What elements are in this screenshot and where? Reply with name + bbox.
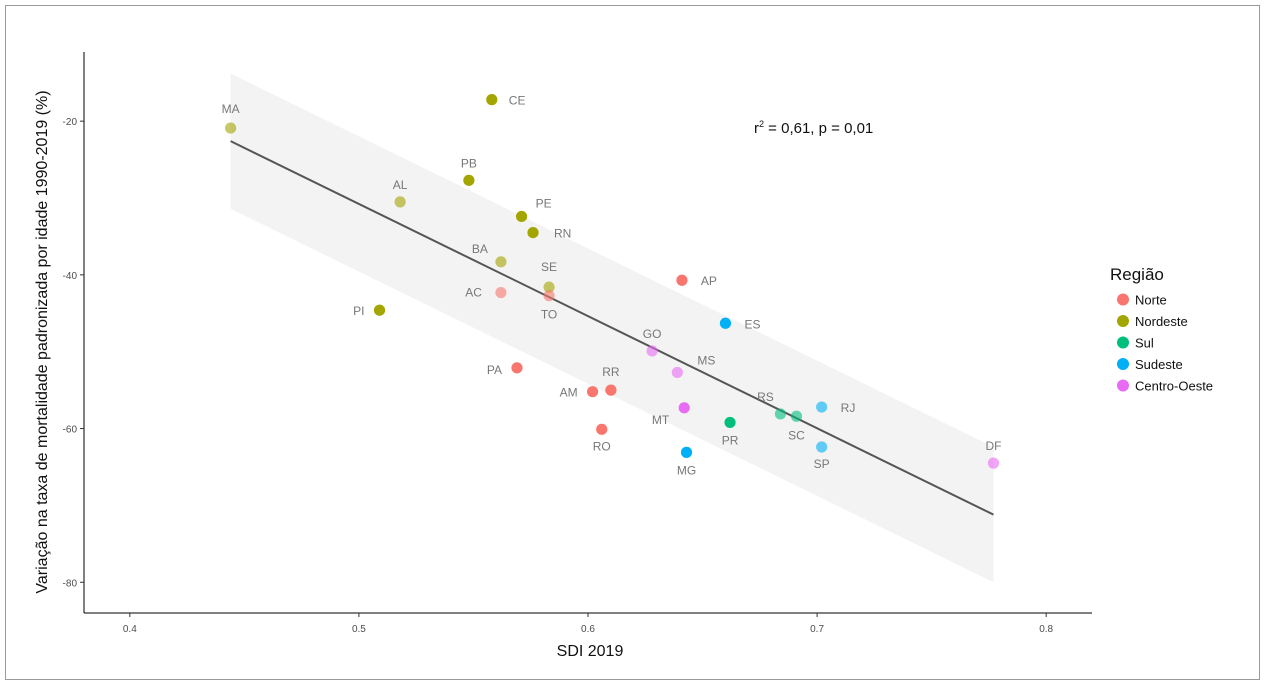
data-point-pb [463,174,475,186]
x-tick-label: 0.5 [352,624,366,635]
data-point-sc [790,410,803,422]
data-point-ma [225,122,237,134]
data-point-mg [680,446,693,458]
point-label-pi: PI [353,304,364,318]
data-point-al [394,196,406,208]
data-point-pe [515,210,528,223]
x-tick-label: 0.4 [123,624,137,635]
figure-frame [5,5,1260,680]
legend-label-nordeste: Nordeste [1135,314,1188,329]
annotation-superscript: 2 [759,119,764,129]
point-label-sp: SP [814,457,830,471]
data-point-pr [724,416,736,429]
point-label-se: SE [541,260,557,274]
point-label-mg: MG [677,463,696,477]
y-tick-label: -40 [63,271,78,282]
data-points-layer [225,94,1000,469]
point-label-rs: RS [757,390,774,404]
x-tick-label: 0.6 [581,624,595,635]
data-point-rj [816,401,828,413]
point-label-go: GO [643,327,662,341]
legend-label-centro-oeste: Centro-Oeste [1135,379,1213,394]
point-label-es: ES [744,317,760,331]
legend-label-sudeste: Sudeste [1135,357,1183,372]
point-label-sc: SC [788,428,805,442]
data-point-to [543,290,555,302]
data-point-df [987,457,1000,469]
legend-key-centro-oeste [1117,379,1129,392]
point-label-ma: MA [222,102,240,116]
data-point-ce [486,94,498,106]
y-tick-label: -60 [63,425,78,436]
data-point-rs [774,408,787,420]
point-label-rr: RR [602,365,620,379]
legend-key-norte [1117,293,1129,306]
point-label-pb: PB [461,156,477,170]
data-point-rr [605,384,617,396]
point-label-ce: CE [509,94,526,108]
legend: Região Norte Nordeste Sul Sudeste Centro-Oes… [1110,265,1213,394]
annotation-suffix: = 0,61, p = 0,01 [764,120,873,137]
data-point-sp [816,441,828,453]
data-point-se [543,281,555,293]
data-point-go [646,345,658,357]
legend-key-nordeste [1117,315,1129,327]
point-label-pa: PA [487,363,502,377]
point-label-ac: AC [465,286,482,300]
legend-key-sudeste [1117,358,1129,370]
point-label-am: AM [560,386,578,400]
data-point-es [719,317,732,329]
data-point-pi [373,304,386,316]
point-label-to: TO [541,308,557,322]
point-labels-layer: MA CE PB AL PE RN BA SE PI AC TO AP PA RR AM RO ES MG RJ SP… [222,94,1002,478]
data-point-ap [676,274,688,286]
data-point-pa [511,362,523,374]
data-point-ac [495,286,507,299]
regression-annotation: r2 = 0,61, p = 0,01 [754,119,873,137]
y-tick-label: -80 [63,578,78,589]
point-label-al: AL [393,178,408,192]
regression-line [230,140,994,516]
point-label-rj: RJ [841,401,856,415]
data-point-rn [527,226,539,239]
x-tick-label: 0.7 [810,624,824,635]
data-point-mt [678,402,690,414]
x-tick-label: 0.8 [1039,624,1053,635]
point-label-df: DF [985,439,1001,453]
data-point-ba [495,256,507,268]
legend-key-sul [1117,336,1129,349]
point-label-ba: BA [472,242,488,256]
legend-label-sul: Sul [1135,336,1154,351]
data-point-ms [671,366,683,379]
point-label-ro: RO [593,439,611,453]
point-label-rn: RN [554,227,571,241]
y-tick-label: -20 [63,117,78,128]
legend-title: Região [1110,265,1164,284]
point-label-ap: AP [701,274,717,288]
point-label-ms: MS [697,353,715,367]
point-label-pe: PE [536,196,552,210]
regression-line-layer [230,140,994,516]
legend-label-norte: Norte [1135,293,1167,308]
x-axis-title: SDI 2019 [557,643,624,660]
point-label-pr: PR [722,433,739,447]
y-axis-title: Variação na taxa de mortalidade padroniz… [34,90,51,593]
axes-layer: 0.4 0.5 0.6 0.7 0.8 -20 -40 -60 -80 [63,52,1092,635]
annotation-prefix: r [754,120,759,137]
data-point-am [586,386,599,398]
point-label-mt: MT [652,413,670,427]
data-point-ro [596,423,608,435]
